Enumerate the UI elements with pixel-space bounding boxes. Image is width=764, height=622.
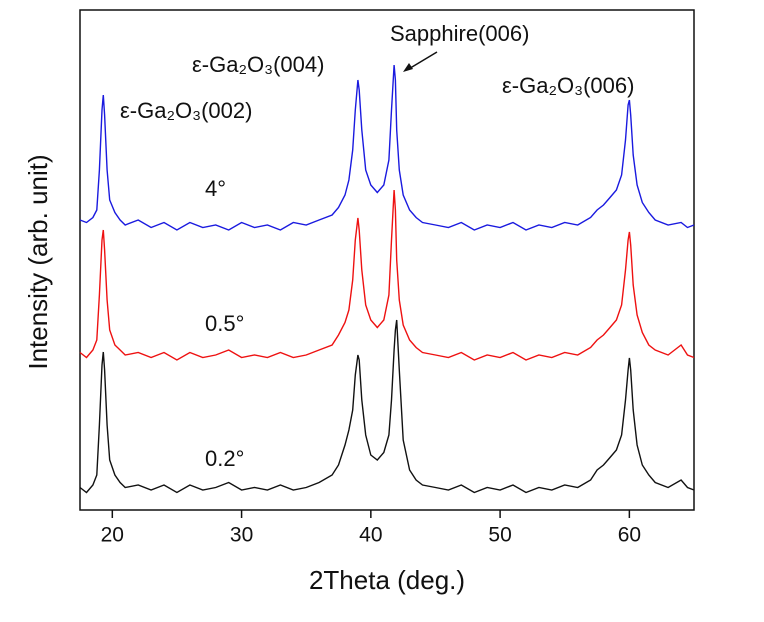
plot-frame (79, 9, 695, 511)
x-tick-label: 20 (101, 524, 124, 547)
series-line (79, 189, 695, 361)
x-tick-label: 30 (230, 524, 253, 547)
series-line (79, 64, 695, 231)
series-line (79, 319, 695, 494)
annotation-arrow (406, 51, 438, 71)
x-tick-label: 60 (618, 524, 641, 547)
series-label: 0.5° (205, 311, 244, 336)
series-label: 4° (205, 176, 226, 201)
peak-annotation: Sapphire(006) (390, 21, 529, 46)
peak-annotation: ε-Ga₂O₃(002) (120, 98, 252, 123)
arrow-head (403, 63, 413, 72)
series-label: 0.2° (205, 446, 244, 471)
peak-annotation: ε-Ga₂O₃(006) (502, 73, 634, 98)
x-tick-label: 50 (488, 524, 511, 547)
x-tick-label: 40 (359, 524, 382, 547)
x-axis-title: 2Theta (deg.) (309, 565, 465, 595)
y-axis-title: Intensity (arb. unit) (23, 154, 53, 369)
peak-annotation: ε-Ga₂O₃(004) (192, 52, 324, 77)
